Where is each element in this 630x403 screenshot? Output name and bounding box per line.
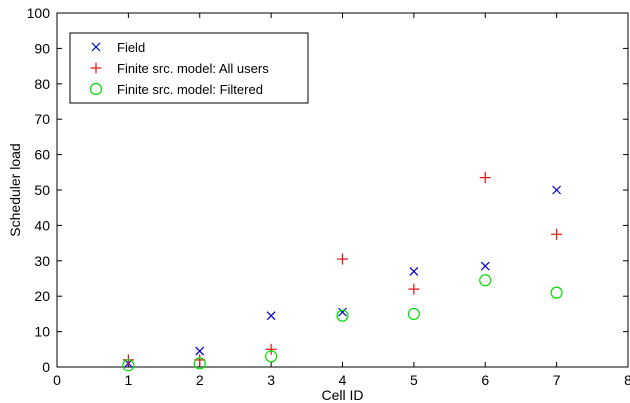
x-tick-label: 8 (624, 372, 630, 388)
legend: Field Finite src. model: All users Finite … (69, 32, 309, 104)
point-all-users-7 (551, 228, 563, 240)
x-tick-label: 6 (481, 372, 489, 388)
y-tick-label: 100 (27, 5, 51, 21)
x-tick-label: 4 (339, 372, 347, 388)
point-field-5 (409, 266, 419, 276)
point-filtered-6 (479, 274, 492, 287)
legend-label-filtered: Finite src. model: Filtered (117, 82, 263, 97)
point-all-users-5 (408, 283, 420, 295)
y-tick-label: 60 (34, 147, 50, 163)
x-tick-label: 1 (124, 372, 132, 388)
point-all-users-4 (337, 253, 348, 265)
y-tick-label: 70 (34, 111, 50, 127)
y-tick-label: 0 (42, 359, 50, 375)
point-filtered-1 (122, 359, 135, 372)
point-filtered-7 (550, 286, 563, 299)
x-tick-label: 7 (553, 372, 561, 388)
y-tick-label: 90 (34, 40, 50, 56)
x-axis: 0 1 2 3 4 5 6 7 8 (53, 13, 630, 388)
x-tick-label: 5 (410, 372, 418, 388)
legend-label-field: Field (117, 40, 145, 55)
point-filtered-3 (265, 350, 278, 363)
y-tick-label: 10 (34, 324, 50, 340)
point-filtered-5 (407, 307, 420, 320)
y-tick-label: 30 (34, 253, 50, 269)
legend-marker-filtered (89, 82, 103, 96)
y-tick-label: 20 (34, 288, 50, 304)
point-filtered-2 (193, 357, 206, 370)
y-tick-label: 50 (34, 182, 50, 198)
point-field-3 (266, 311, 276, 321)
x-tick-label: 2 (196, 372, 204, 388)
legend-box (69, 32, 309, 104)
point-all-users-6 (479, 172, 491, 184)
point-field-6 (480, 261, 490, 271)
point-field-4 (338, 307, 347, 317)
legend-label-all-users: Finite src. model: All users (117, 61, 269, 76)
point-all-users-3 (265, 343, 277, 355)
y-tick-label: 80 (34, 76, 50, 92)
y-axis: 0 10 20 30 40 50 60 70 80 90 100 (27, 5, 628, 375)
x-tick-label: 0 (53, 372, 61, 388)
legend-marker-all-users (90, 62, 102, 74)
data-markers (122, 172, 563, 372)
legend-marker-field (91, 42, 101, 52)
x-tick-label: 3 (267, 372, 275, 388)
point-field-7 (552, 185, 562, 195)
x-axis-label: Cell ID (321, 387, 363, 403)
point-filtered-4 (336, 309, 349, 322)
y-axis-label: Scheduler load (7, 143, 23, 236)
point-field-2 (195, 346, 205, 356)
y-tick-label: 40 (34, 217, 50, 233)
